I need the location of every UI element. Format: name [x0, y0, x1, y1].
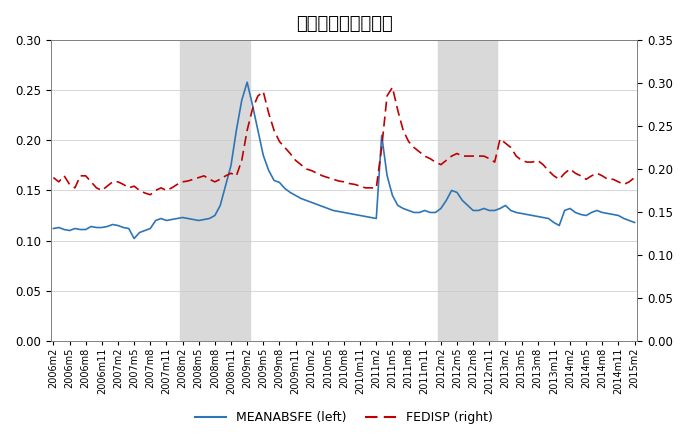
Legend: MEANABSFE (left), FEDISP (right): MEANABSFE (left), FEDISP (right)	[190, 407, 498, 429]
Bar	[180, 40, 250, 341]
Title: 生産予測の不確実性: 生産予測の不確実性	[296, 15, 392, 33]
Bar	[438, 40, 497, 341]
